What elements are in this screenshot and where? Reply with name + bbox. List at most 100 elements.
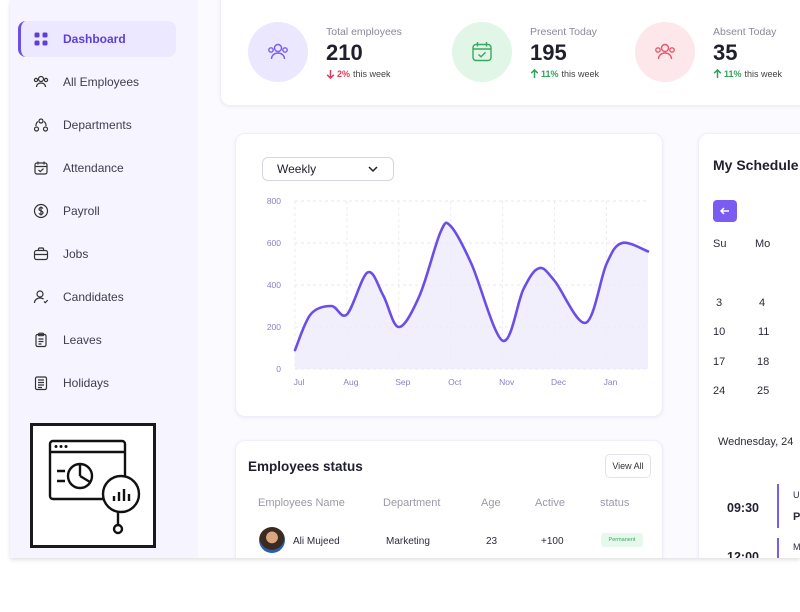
departments-icon [32,116,50,134]
weekday-su: Su [713,238,727,250]
range-dropdown[interactable]: Weekly [262,157,394,181]
x-tick-label: Dec [551,377,567,387]
employee-active: +100 [541,536,564,547]
event-line: P [793,511,800,523]
sidebar-item-label: Candidates [63,290,124,304]
column-header[interactable]: Age [481,497,501,509]
arrow-up-icon [713,69,722,78]
stat-change: 11% [724,69,742,79]
users-icon [32,73,50,91]
calendar-day[interactable]: 3 [716,297,723,309]
stat-period: this week [561,69,600,79]
stat-label: Total employees [326,26,402,38]
stat-total-employees: Total employees 210 2% this week [248,22,402,86]
sidebar-item-label: All Employees [63,75,140,89]
sidebar-item-attendance[interactable]: Attendance [18,150,176,186]
briefcase-icon [32,245,50,263]
chevron-down-icon [368,166,378,173]
column-header[interactable]: status [600,497,630,509]
stat-value: 210 [326,40,363,65]
stat-trend: 11% this week [713,69,782,79]
dashboard-window: Dashboard All Employees Departments Atte… [10,0,800,558]
view-all-button[interactable]: View All [605,454,651,478]
sidebar-item-jobs[interactable]: Jobs [18,236,176,272]
stat-value: 35 [713,40,738,65]
event-line: M [793,542,800,552]
calendar-day[interactable]: 25 [757,385,770,397]
arrow-down-icon [326,70,335,79]
calendar-day[interactable]: 18 [757,356,770,368]
range-dropdown-label: Weekly [277,162,317,176]
x-tick-label: Jul [294,377,305,387]
x-tick-label: Oct [448,377,462,387]
column-header[interactable]: Department [383,497,441,509]
x-tick-label: Aug [343,377,358,387]
employee-department: Marketing [386,536,430,547]
calendar-day[interactable]: 24 [713,385,726,397]
sidebar-item-label: Departments [63,118,132,132]
stat-period: this week [353,69,391,79]
arrow-up-icon [530,69,539,78]
users-icon [248,22,308,82]
dollar-icon [32,202,50,220]
arrow-left-icon [720,207,729,215]
calendar-day[interactable]: 11 [758,326,770,338]
selected-date-label: Wednesday, 24 [718,436,794,448]
event-time: 12:00 [727,550,759,558]
sidebar-item-leaves[interactable]: Leaves [18,322,176,358]
y-tick-label: 400 [267,280,281,290]
dashboard-analytics-icon [48,439,141,535]
candidates-icon [32,288,50,306]
stat-change: 11% [541,69,559,79]
clipboard-icon [32,331,50,349]
x-tick-label: Sep [395,377,410,387]
sidebar-item-holidays[interactable]: Holidays [18,365,176,401]
y-tick-label: 800 [267,196,281,206]
employees-status-title: Employees status [248,459,363,474]
sidebar-item-all-employees[interactable]: All Employees [18,64,176,100]
stat-trend: 11% this week [530,69,599,79]
sidebar-item-departments[interactable]: Departments [18,107,176,143]
area-fill [295,222,648,369]
prev-month-button[interactable] [713,200,737,222]
calendar-day[interactable]: 17 [713,356,726,368]
y-tick-label: 600 [267,238,281,248]
stat-absent-today: Absent Today 35 11% this week [635,22,782,86]
schedule-card [698,133,800,558]
sidebar-item-label: Jobs [63,247,89,261]
sidebar-item-label: Attendance [63,161,124,175]
calendar-check-icon [32,159,50,177]
event-marker [777,538,779,558]
stat-value: 195 [530,40,567,65]
stat-present-today: Present Today 195 11% this week [452,22,599,86]
sidebar-item-label: Payroll [63,204,100,218]
avatar [259,527,285,553]
stat-label: Present Today [530,26,597,38]
users-icon [635,22,695,82]
sidebar-item-label: Holidays [63,376,110,390]
analytics-logo [30,423,156,548]
sidebar-item-candidates[interactable]: Candidates [18,279,176,315]
y-tick-label: 200 [267,322,281,332]
sidebar-item-dashboard[interactable]: Dashboard [18,21,176,57]
calendar-check-icon [452,22,512,82]
sidebar-item-payroll[interactable]: Payroll [18,193,176,229]
employee-age: 23 [486,536,498,547]
event-marker [777,484,779,528]
event-line: U [793,490,800,500]
calendar-day[interactable]: 4 [759,297,766,309]
column-header[interactable]: Employees Name [258,497,345,509]
sidebar-item-label: Leaves [63,333,102,347]
y-tick-label: 0 [276,364,281,374]
schedule-title: My Schedule [713,157,799,173]
calendar-day[interactable]: 10 [713,326,726,338]
stat-trend: 2% this week [326,69,402,79]
status-badge: Permanent [601,533,643,547]
area-chart: 0 200 400 600 800 Jul Aug Sep Oct Nov Dec Jan [267,196,650,387]
stat-label: Absent Today [713,26,777,38]
stat-change: 2% [337,69,351,79]
stat-period: this week [744,69,783,79]
column-header[interactable]: Active [535,497,565,509]
weekday-mo: Mo [755,238,771,250]
grid-icon [32,30,50,48]
